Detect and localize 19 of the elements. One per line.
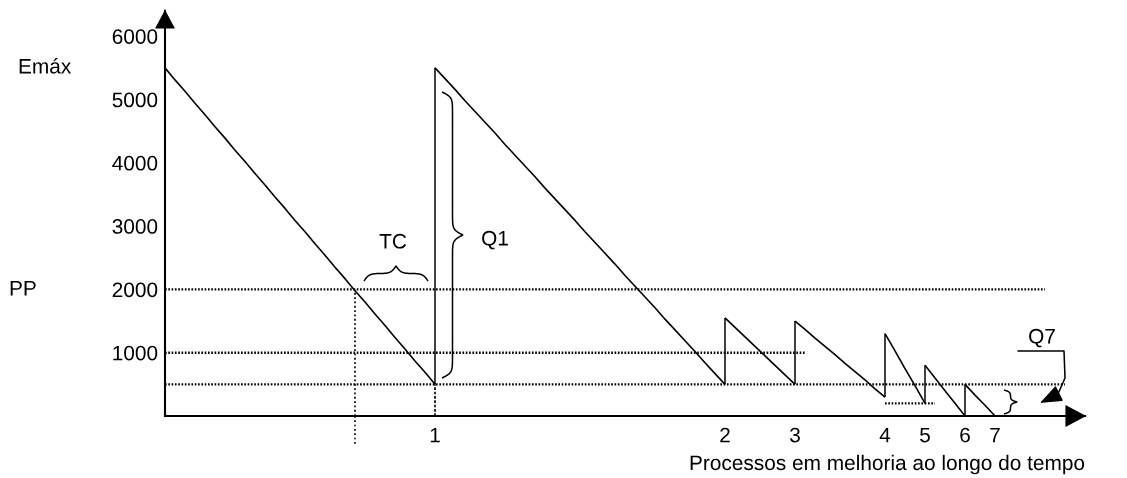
- y-tick-label: 5000: [112, 92, 158, 108]
- y-tick-label: 2000: [112, 282, 158, 298]
- text: Emáx: [19, 58, 72, 74]
- y-tick-label: 6000: [112, 29, 158, 44]
- y-tick-label: 1000: [113, 345, 158, 361]
- y-tick-label: 4000: [112, 155, 158, 171]
- annotation: Q7: [1029, 328, 1055, 348]
- x-tick-label: 4: [879, 427, 891, 443]
- text: PP: [10, 281, 36, 296]
- annotation: TC: [379, 233, 407, 249]
- annotation: Q1: [482, 230, 508, 250]
- x-tick-label: 6: [960, 427, 970, 443]
- x-tick-label: 3: [790, 427, 800, 443]
- x-tick-label: 2: [720, 427, 730, 443]
- y-tick-label: 3000: [112, 219, 158, 234]
- x-axis-title: Processos em melhoria ao longo do tempo: [690, 454, 1085, 475]
- x-tick-label: 7: [990, 427, 1000, 443]
- x-tick-label: 5: [920, 427, 930, 443]
- x-tick-label: 1: [430, 427, 440, 443]
